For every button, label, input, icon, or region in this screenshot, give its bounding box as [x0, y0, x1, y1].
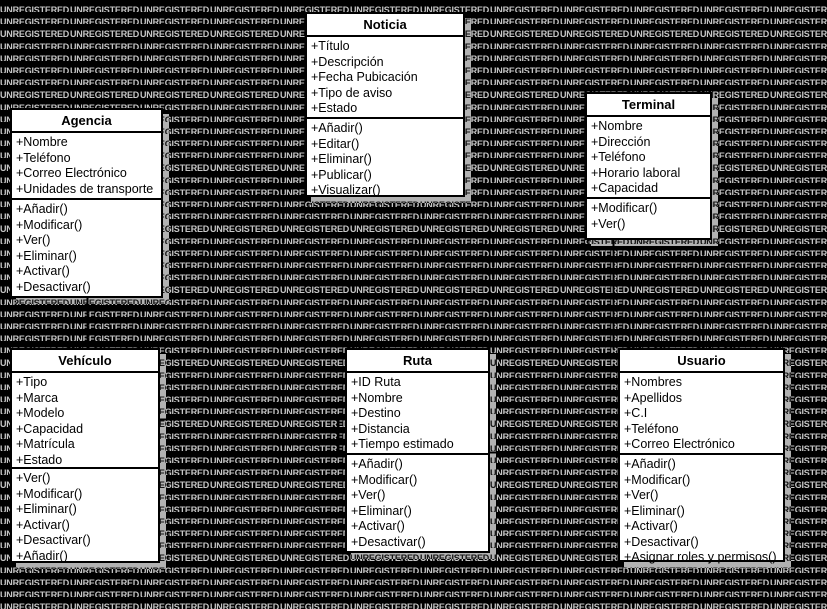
method-row: +Ver() — [16, 471, 51, 485]
attribute-row: +Teléfono — [591, 150, 646, 164]
attribute-row: +Nombre — [591, 119, 643, 133]
method-row: +Modificar() — [16, 217, 83, 232]
attribute-row: +Estado — [311, 101, 358, 115]
method-row: +Publicar() — [311, 167, 372, 182]
method-row: +Ver() — [591, 216, 626, 231]
attribute-row: +Tipo — [16, 375, 48, 389]
attributes-section: +ID Ruta +Nombre +Destino +Distancia +Tiempo… — [347, 373, 488, 455]
attribute-row: +Teléfono — [16, 150, 71, 165]
attribute-row: +Capacidad — [16, 421, 84, 436]
attribute-row: +Horario laboral — [591, 165, 681, 180]
class-vehiculo[interactable]: Vehículo +Tipo +Marca +Modelo +Capacidad +Mat… — [10, 348, 160, 563]
attribute-row: +Descripción — [311, 54, 384, 69]
method-row: +Eliminar() — [311, 152, 372, 166]
methods-section: +Añadir() +Editar() +Eliminar() +Publicar()… — [307, 119, 463, 199]
attribute-row: +Marca — [16, 390, 59, 405]
method-row: +Modificar() — [16, 486, 83, 501]
method-row: +Activar() — [16, 517, 70, 532]
class-noticia[interactable]: Noticia +Título +Descripción +Fecha Pubicac… — [305, 12, 465, 197]
attribute-row: +Capacidad — [591, 181, 659, 195]
attribute-row: +Fecha Pubicación — [311, 70, 418, 84]
methods-section: +Ver() +Modificar() +Eliminar() +Activar() +… — [12, 469, 158, 564]
attribute-row: +Modelo — [16, 406, 65, 420]
method-row: +Eliminar() — [16, 248, 77, 263]
attributes-section: +Nombre +Dirección +Teléfono +Horario labor… — [587, 117, 710, 199]
method-row: +Editar() — [311, 136, 360, 151]
attribute-row: +Nombre — [16, 135, 68, 149]
class-usuario[interactable]: Usuario +Nombres +Apellidos +C.I +Teléfono +C… — [618, 348, 785, 564]
class-title: Agencia — [12, 110, 161, 133]
method-row: +Desactivar() — [624, 534, 699, 549]
method-row: +Modificar() — [351, 472, 418, 487]
attribute-row: +Estado — [16, 452, 63, 467]
method-row: +Eliminar() — [624, 503, 685, 518]
attributes-section: +Tipo +Marca +Modelo +Capacidad +Matrícula +E… — [12, 373, 158, 469]
method-row: +Visualizar() — [311, 183, 381, 197]
attributes-section: +Nombres +Apellidos +C.I +Teléfono +Correo E… — [620, 373, 783, 455]
attributes-section: +Nombre +Teléfono +Correo Electrónico +Unid… — [12, 133, 161, 200]
method-row: +Añadir() — [311, 121, 363, 135]
method-row: +Añadir() — [624, 457, 676, 471]
class-ruta[interactable]: Ruta +ID Ruta +Nombre +Destino +Distancia +Ti… — [345, 348, 490, 553]
attribute-row: +ID Ruta — [351, 375, 401, 389]
attribute-row: +Apellidos — [624, 390, 683, 405]
class-title: Terminal — [587, 94, 710, 117]
attribute-row: +Matrícula — [16, 437, 75, 451]
method-row: +Añadir() — [16, 548, 68, 563]
method-row: +Modificar() — [624, 472, 691, 487]
method-row: +Añadir() — [16, 202, 68, 216]
attribute-row: +C.I — [624, 406, 648, 420]
attribute-row: +Tiempo estimado — [351, 437, 454, 451]
method-row: +Eliminar() — [16, 502, 77, 516]
attribute-row: +Destino — [351, 406, 401, 420]
methods-section: +Añadir() +Modificar() +Ver() +Eliminar() +A… — [347, 455, 488, 550]
methods-section: +Modificar() +Ver() — [587, 199, 710, 232]
attribute-row: +Nombre — [351, 390, 403, 405]
method-row: +Añadir() — [351, 457, 403, 471]
attributes-section: +Título +Descripción +Fecha Pubicación +Tip… — [307, 37, 463, 119]
attribute-row: +Correo Electrónico — [624, 437, 735, 451]
methods-section: +Añadir() +Modificar() +Ver() +Eliminar() +A… — [620, 455, 783, 566]
method-row: +Ver() — [16, 233, 51, 247]
class-title: Noticia — [307, 14, 463, 37]
method-row: +Activar() — [351, 519, 405, 533]
method-row: +Activar() — [624, 519, 678, 533]
method-row: +Asignar roles y permisos() — [624, 550, 777, 564]
method-row: +Desactivar() — [16, 279, 91, 294]
attribute-row: +Correo Electrónico — [16, 166, 127, 180]
method-row: +Modificar() — [591, 201, 658, 215]
method-row: +Eliminar() — [351, 503, 412, 518]
methods-section: +Añadir() +Modificar() +Ver() +Eliminar() +A… — [12, 200, 161, 295]
method-row: +Ver() — [351, 488, 386, 502]
attribute-row: +Nombres — [624, 375, 683, 389]
attribute-row: +Dirección — [591, 134, 651, 149]
attribute-row: +Distancia — [351, 421, 410, 436]
attribute-row: +Teléfono — [624, 421, 679, 436]
association-vehiculo-ruta — [159, 418, 346, 455]
class-title: Ruta — [347, 350, 488, 373]
attribute-row: +Título — [311, 39, 350, 53]
attribute-row: +Tipo de aviso — [311, 85, 393, 100]
method-row: +Activar() — [16, 264, 70, 278]
method-row: +Desactivar() — [351, 534, 426, 549]
method-row: +Ver() — [624, 488, 659, 502]
class-terminal[interactable]: Terminal +Nombre +Dirección +Teléfono +Horar… — [585, 92, 712, 240]
class-title: Usuario — [620, 350, 783, 373]
class-agencia[interactable]: Agencia +Nombre +Teléfono +Correo Electróni… — [10, 108, 163, 298]
attribute-row: +Unidades de transporte — [16, 181, 154, 196]
class-title: Vehículo — [12, 350, 158, 373]
method-row: +Desactivar() — [16, 533, 91, 547]
